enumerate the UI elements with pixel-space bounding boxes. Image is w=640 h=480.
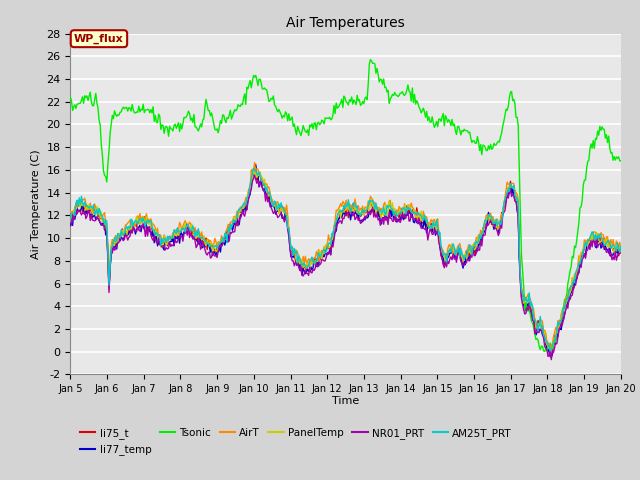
Text: WP_flux: WP_flux: [74, 34, 124, 44]
AM25T_PRT: [365, 197, 373, 203]
Line: li77_temp: li77_temp: [70, 165, 621, 357]
NR01_PRT: [606, 252, 614, 258]
li75_t: [396, 215, 403, 221]
NR01_PRT: [365, 208, 373, 214]
li75_t: [365, 200, 373, 205]
Tsonic: [617, 158, 625, 164]
PanelTemp: [606, 245, 614, 251]
PanelTemp: [329, 236, 337, 241]
li75_t: [547, 348, 554, 354]
li75_t: [252, 164, 260, 169]
NR01_PRT: [396, 217, 403, 223]
NR01_PRT: [617, 250, 625, 256]
Line: Tsonic: Tsonic: [70, 60, 621, 351]
NR01_PRT: [519, 302, 527, 308]
AM25T_PRT: [332, 219, 340, 225]
PanelTemp: [332, 218, 340, 224]
li77_temp: [365, 209, 373, 215]
li77_temp: [547, 354, 555, 360]
li75_t: [329, 239, 337, 245]
AM25T_PRT: [67, 217, 74, 223]
Tsonic: [367, 57, 374, 62]
PanelTemp: [250, 167, 257, 172]
AirT: [332, 207, 340, 213]
PanelTemp: [365, 208, 373, 214]
AM25T_PRT: [547, 348, 554, 354]
Tsonic: [396, 93, 403, 98]
li77_temp: [519, 294, 527, 300]
PanelTemp: [396, 209, 403, 215]
AM25T_PRT: [606, 239, 614, 245]
AM25T_PRT: [396, 211, 403, 216]
li77_temp: [396, 216, 403, 222]
Line: PanelTemp: PanelTemp: [70, 169, 621, 350]
li77_temp: [67, 223, 74, 228]
Line: AirT: AirT: [70, 163, 621, 351]
Tsonic: [67, 95, 74, 100]
li77_temp: [329, 242, 337, 248]
Line: AM25T_PRT: AM25T_PRT: [70, 168, 621, 351]
Tsonic: [541, 348, 548, 354]
AM25T_PRT: [250, 166, 257, 171]
Y-axis label: Air Temperature (C): Air Temperature (C): [31, 149, 41, 259]
li75_t: [332, 220, 340, 226]
Line: NR01_PRT: NR01_PRT: [70, 175, 621, 360]
NR01_PRT: [547, 357, 555, 362]
li77_temp: [252, 162, 260, 168]
AirT: [606, 239, 614, 244]
NR01_PRT: [251, 172, 259, 178]
PanelTemp: [617, 250, 625, 256]
li77_temp: [332, 228, 340, 234]
AirT: [519, 291, 527, 297]
AM25T_PRT: [329, 233, 337, 239]
Tsonic: [606, 145, 614, 151]
Tsonic: [332, 110, 339, 116]
Line: li75_t: li75_t: [70, 167, 621, 351]
X-axis label: Time: Time: [332, 396, 359, 406]
li75_t: [67, 214, 74, 219]
Tsonic: [519, 269, 527, 275]
PanelTemp: [547, 347, 555, 353]
li75_t: [617, 247, 625, 252]
li75_t: [606, 246, 614, 252]
Tsonic: [364, 82, 372, 87]
NR01_PRT: [332, 224, 340, 230]
AM25T_PRT: [519, 291, 527, 297]
AirT: [365, 202, 373, 208]
Tsonic: [328, 116, 335, 122]
Legend: li75_t, li77_temp, Tsonic, AirT, PanelTemp, NR01_PRT, AM25T_PRT: li75_t, li77_temp, Tsonic, AirT, PanelTe…: [76, 424, 516, 459]
AirT: [251, 160, 259, 166]
li75_t: [519, 296, 527, 301]
PanelTemp: [67, 217, 74, 223]
li77_temp: [617, 246, 625, 252]
NR01_PRT: [329, 244, 337, 250]
Title: Air Temperatures: Air Temperatures: [286, 16, 405, 30]
PanelTemp: [519, 296, 527, 301]
AirT: [547, 348, 555, 354]
NR01_PRT: [67, 223, 74, 228]
AM25T_PRT: [617, 244, 625, 250]
AirT: [617, 248, 625, 253]
li77_temp: [606, 244, 614, 250]
AirT: [329, 229, 337, 235]
AirT: [396, 204, 403, 209]
AirT: [67, 208, 74, 214]
